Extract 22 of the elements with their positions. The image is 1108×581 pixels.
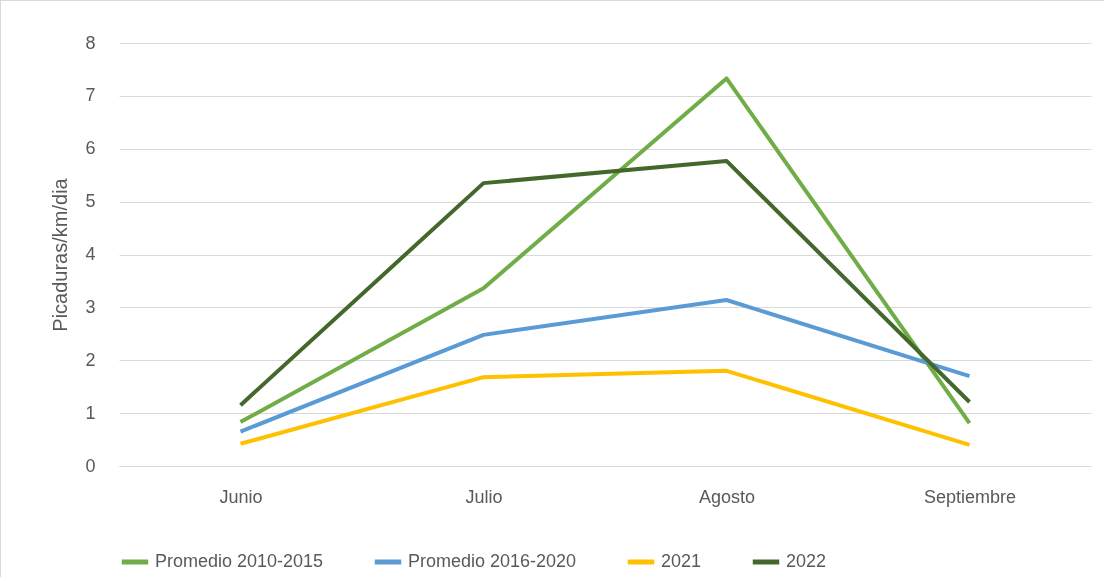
legend-label: Promedio 2010-2015	[155, 551, 324, 571]
x-tick-label: Agosto	[698, 486, 756, 507]
y-tick-label: 0	[85, 455, 96, 476]
legend-label: Promedio 2016-2020	[408, 551, 577, 571]
y-axis-title: Picaduras/km/dia	[49, 177, 72, 332]
x-tick-label: Junio	[219, 486, 263, 507]
line-series	[238, 297, 972, 434]
y-tick-label: 4	[85, 244, 96, 264]
x-tick-label: Septiembre	[923, 486, 1017, 507]
y-tick-label: 6	[85, 138, 96, 159]
line-series	[238, 368, 972, 447]
y-tick-label: 7	[85, 85, 96, 106]
line-series	[238, 158, 972, 408]
y-tick-label: 5	[85, 191, 96, 212]
legend-label: 2021	[661, 551, 702, 571]
y-tick-label: 8	[85, 32, 96, 53]
line-series	[238, 76, 972, 426]
legend-label: 2022	[786, 551, 827, 571]
x-tick-label: Julio	[465, 486, 503, 507]
y-tick-label: 1	[85, 402, 96, 423]
y-tick-label: 2	[85, 349, 96, 370]
y-tick-label: 3	[85, 296, 96, 317]
